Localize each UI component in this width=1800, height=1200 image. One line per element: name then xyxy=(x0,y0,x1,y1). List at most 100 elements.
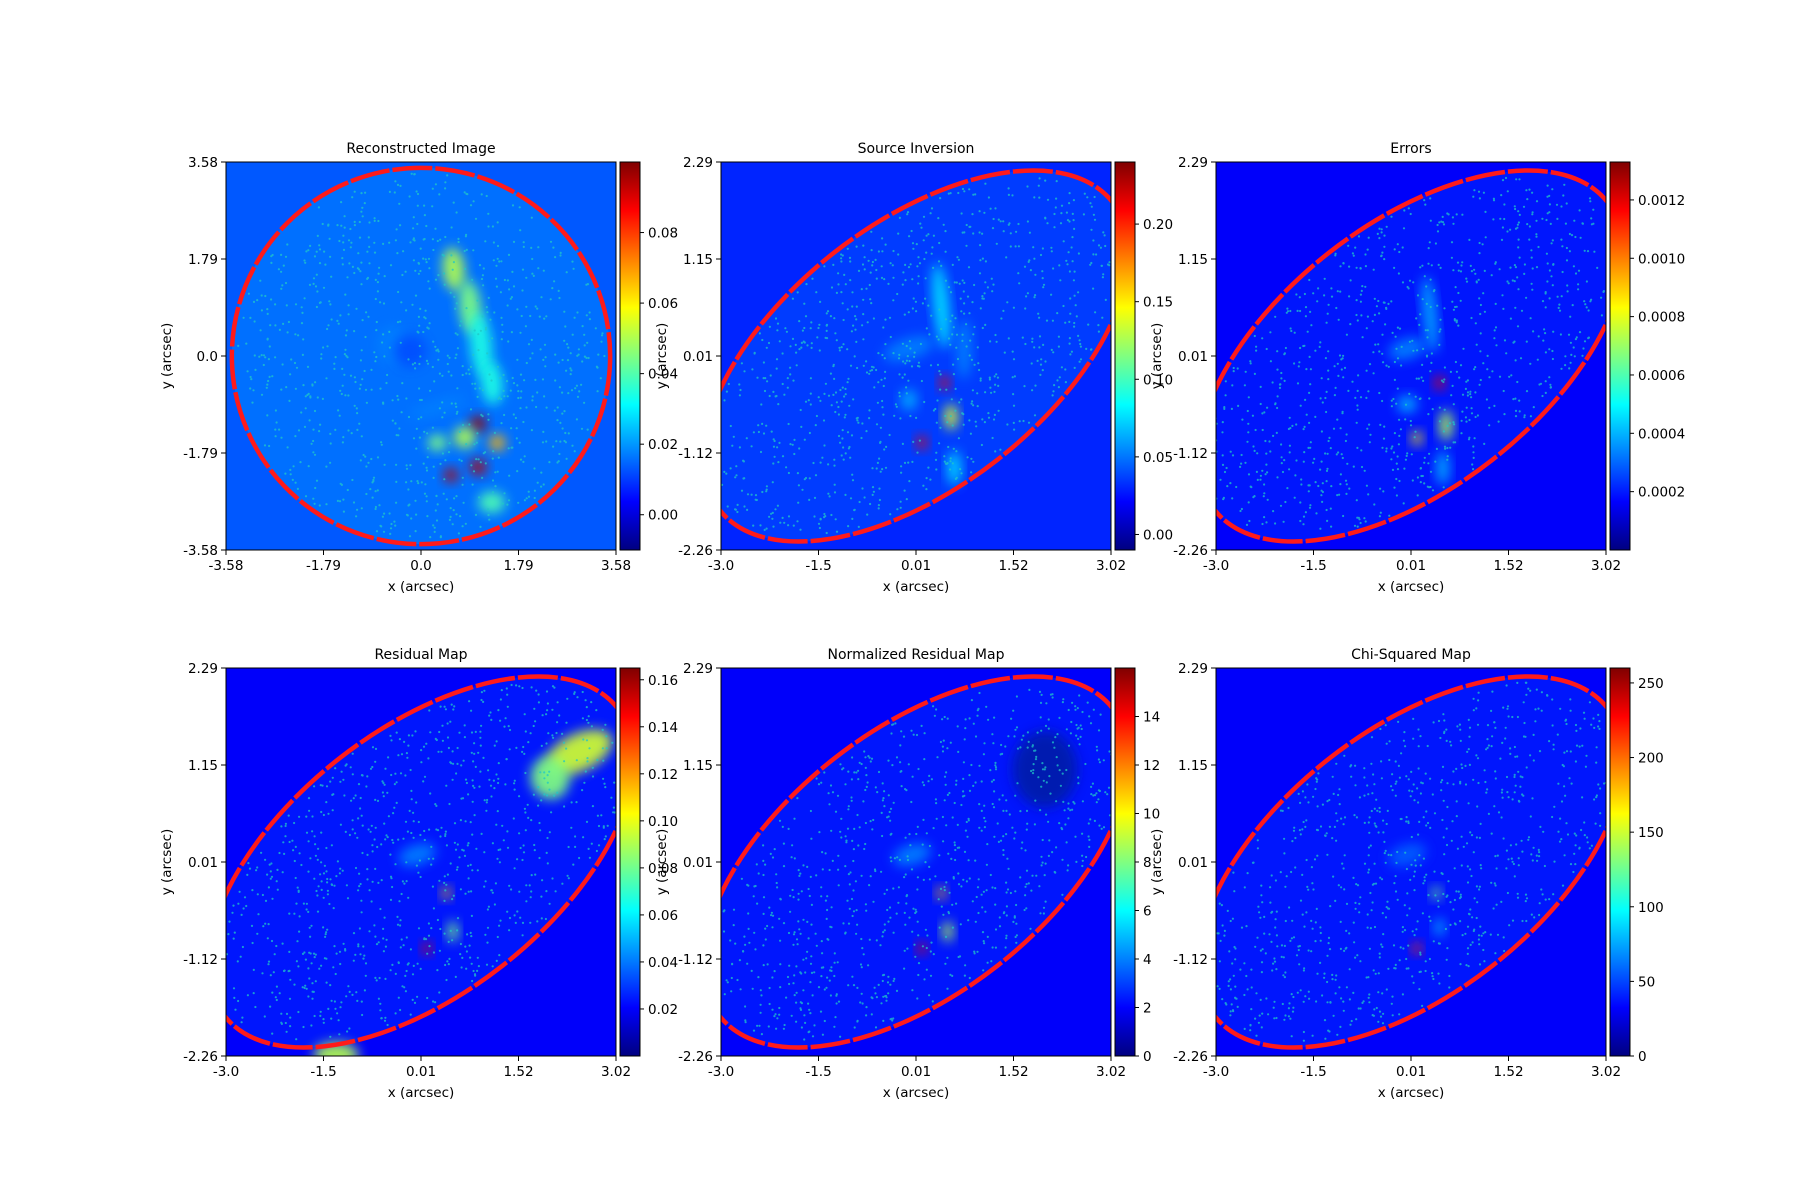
pixel-centre xyxy=(1452,441,1455,444)
pixel-centre xyxy=(1419,735,1422,738)
pixel-centre xyxy=(318,262,322,265)
pixel-centre xyxy=(416,330,419,333)
pixel-centre xyxy=(1501,226,1504,229)
pixel-centre xyxy=(511,204,515,207)
pixel-centre xyxy=(552,445,555,448)
pixel-centre xyxy=(476,395,479,398)
pixel-centre xyxy=(1037,776,1040,779)
pixel-centre xyxy=(412,964,415,968)
pixel-centre xyxy=(1051,394,1054,397)
pixel-centre xyxy=(405,481,408,484)
pixel-centre xyxy=(436,969,439,972)
pixel-centre xyxy=(472,784,475,788)
pixel-centre xyxy=(425,500,428,503)
pixel-centre xyxy=(1479,350,1482,353)
pixel-centre xyxy=(1427,262,1430,265)
pixel-centre xyxy=(836,961,839,964)
pixel-centre xyxy=(471,979,474,983)
x-tick-label: 1.52 xyxy=(503,1064,533,1080)
pixel-centre xyxy=(974,735,978,738)
pixel-centre xyxy=(839,388,842,392)
pixel-centre xyxy=(479,525,482,529)
pixel-centre xyxy=(1375,305,1378,308)
pixel-centre xyxy=(266,937,269,940)
pixel-centre xyxy=(358,927,361,930)
pixel-centre xyxy=(898,391,901,394)
pixel-centre xyxy=(357,945,360,948)
pixel-centre xyxy=(1309,310,1312,313)
pixel-centre xyxy=(533,489,537,492)
pixel-centre xyxy=(456,929,459,932)
pixel-centre xyxy=(434,227,437,230)
pixel-centre xyxy=(506,395,509,398)
pixel-centre xyxy=(485,801,488,804)
pixel-centre xyxy=(904,836,907,839)
pixel-centre xyxy=(316,910,320,913)
pixel-centre xyxy=(454,356,457,360)
pixel-centre xyxy=(331,793,334,797)
pixel-centre xyxy=(521,686,524,690)
pixel-centre xyxy=(358,872,361,875)
pixel-centre xyxy=(1064,368,1067,371)
pixel-centre xyxy=(999,839,1003,842)
pixel-centre xyxy=(508,748,511,751)
pixel-centre xyxy=(1479,332,1482,335)
colorbar-tick-label: 0.08 xyxy=(648,861,678,877)
pixel-centre xyxy=(1342,376,1345,379)
pixel-centre xyxy=(1303,451,1306,454)
pixel-centre xyxy=(516,358,519,361)
pixel-centre xyxy=(874,1026,878,1029)
pixel-centre xyxy=(506,279,509,282)
pixel-centre xyxy=(1352,876,1355,880)
pixel-centre xyxy=(516,308,519,311)
pixel-centre xyxy=(1348,968,1351,971)
panel-source-inversion: Source Inversion-3.0 -1.5 0.01 1.52 3.022.29… xyxy=(654,141,1173,595)
pixel-centre xyxy=(892,723,895,726)
pixel-centre xyxy=(1494,302,1497,305)
pixel-centre xyxy=(939,388,942,391)
pixel-centre xyxy=(993,790,996,793)
pixel-centre xyxy=(971,389,975,392)
pixel-centre xyxy=(434,509,437,512)
pixel-centre xyxy=(353,190,356,193)
pixel-centre xyxy=(973,325,976,329)
pixel-centre xyxy=(1012,306,1016,309)
pixel-centre xyxy=(1548,194,1551,197)
pixel-centre xyxy=(587,715,590,718)
pixel-centre xyxy=(886,908,889,912)
pixel-centre xyxy=(1004,946,1007,949)
pixel-centre xyxy=(287,814,290,817)
pixel-centre xyxy=(295,366,299,369)
pixel-centre xyxy=(1347,389,1350,392)
pixel-centre xyxy=(855,771,858,774)
pixel-centre xyxy=(1574,235,1577,239)
pixel-centre xyxy=(1480,934,1483,937)
pixel-centre xyxy=(1484,236,1487,239)
pixel-centre xyxy=(1600,296,1603,299)
pixel-centre xyxy=(981,257,985,260)
pixel-centre xyxy=(304,958,307,961)
pixel-centre xyxy=(1363,517,1366,520)
pixel-centre xyxy=(1531,213,1534,216)
pixel-centre xyxy=(311,997,314,1000)
pixel-centre xyxy=(829,315,833,318)
pixel-centre xyxy=(1011,826,1014,829)
pixel-centre xyxy=(1018,420,1021,423)
pixel-centre xyxy=(500,422,503,425)
colorbar-tick-label: 6 xyxy=(1143,904,1152,920)
pixel-centre xyxy=(1100,264,1103,267)
pixel-centre xyxy=(838,346,841,349)
pixel-centre xyxy=(554,256,557,259)
pixel-centre xyxy=(1356,446,1359,449)
pixel-centre xyxy=(1388,514,1391,517)
pixel-centre xyxy=(763,528,766,532)
pixel-centre xyxy=(883,929,886,932)
pixel-centre xyxy=(534,873,537,876)
pixel-centre xyxy=(480,698,483,702)
pixel-centre xyxy=(1334,254,1337,257)
pixel-centre xyxy=(1544,306,1547,309)
pixel-centre xyxy=(383,822,386,825)
colorbar-tick-label: 0.12 xyxy=(648,767,678,783)
pixel-centre xyxy=(1052,351,1055,354)
pixel-centre xyxy=(1355,299,1358,302)
